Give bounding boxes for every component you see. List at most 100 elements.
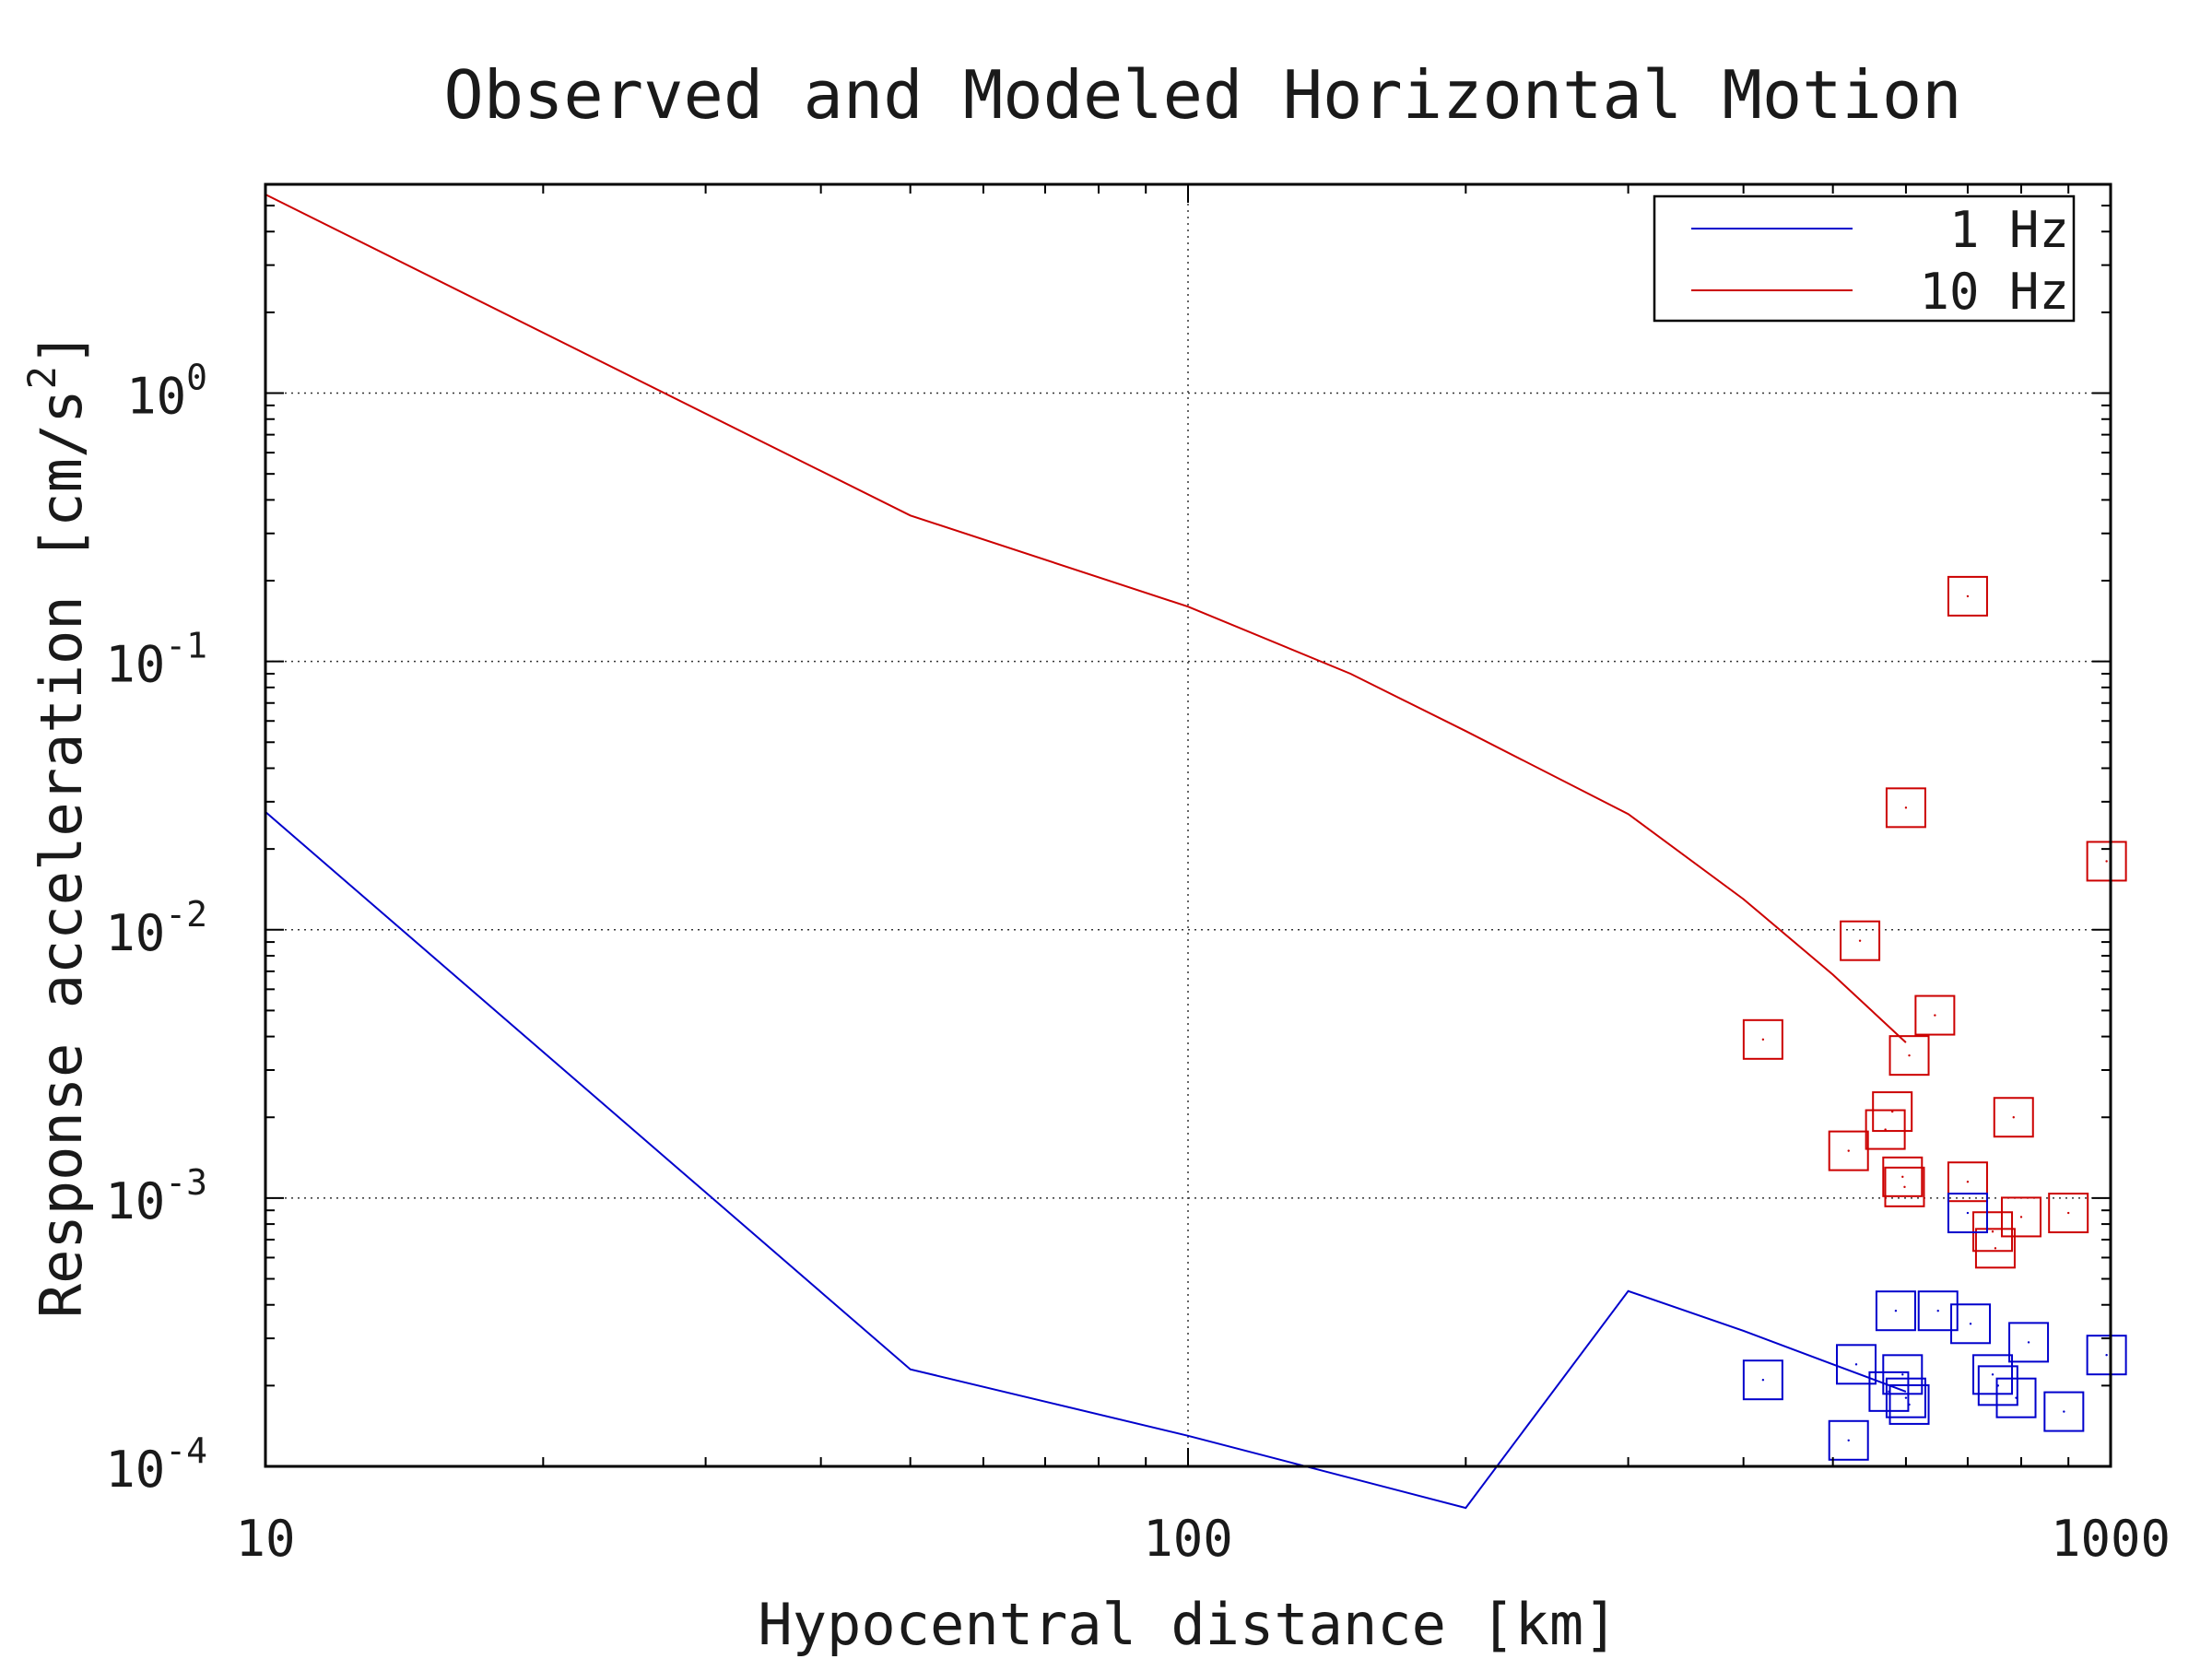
series-lines xyxy=(265,194,1907,1510)
observed-point-10hz xyxy=(2086,841,2127,882)
x-axis-label: Hypocentral distance [km] xyxy=(758,1591,1618,1658)
observed-point-10hz xyxy=(1882,1156,1924,1197)
y-tick-label: 10-3 xyxy=(105,1162,207,1230)
observed-point-center xyxy=(1994,1247,1997,1250)
legend: 1 Hz 10 Hz xyxy=(1653,194,2076,323)
observed-point-10hz xyxy=(1840,920,1881,961)
chart-title: Observed and Modeled Horizontal Motion xyxy=(443,56,1961,134)
observed-point-center xyxy=(1969,1323,1972,1325)
y-tick-base: 10 xyxy=(105,904,165,962)
x-tick-label: 10 xyxy=(235,1510,295,1568)
model-line-10hz xyxy=(265,194,1907,1043)
observed-point-10hz xyxy=(1865,1109,1906,1150)
observed-point-1hz xyxy=(1947,1193,1988,1234)
observed-point-center xyxy=(2027,1341,2030,1344)
observed-point-1hz xyxy=(2008,1322,2050,1363)
legend-box xyxy=(1653,194,2076,323)
observed-point-10hz xyxy=(1884,1166,1925,1207)
observed-point-1hz xyxy=(1995,1377,2037,1418)
y-tick-label: 100 xyxy=(126,358,207,426)
observed-point-center xyxy=(1761,1378,1765,1382)
observed-point-center xyxy=(1966,594,1970,598)
observed-point-10hz xyxy=(2048,1193,2089,1234)
y-tick-exponent: -3 xyxy=(165,1162,207,1203)
observed-point-10hz xyxy=(1974,1228,2016,1269)
observed-point-center xyxy=(1966,1211,1970,1215)
observed-point-1hz xyxy=(2043,1391,2085,1432)
observed-point-10hz xyxy=(1947,575,1988,617)
observed-point-center xyxy=(2105,1353,2108,1357)
legend-label-1hz: 1 Hz xyxy=(1949,201,2069,259)
y-tick-label: 10-1 xyxy=(105,626,207,694)
observed-point-center xyxy=(2066,1211,2070,1215)
observed-point-center xyxy=(2019,1216,2023,1218)
observed-point-center xyxy=(1901,1373,1904,1376)
observed-point-center xyxy=(2012,1116,2015,1119)
observed-point-1hz xyxy=(1917,1290,1959,1332)
grid xyxy=(265,184,2111,1466)
observed-point-10hz xyxy=(1947,1161,1988,1203)
observed-point-1hz xyxy=(1950,1303,1992,1345)
observed-point-center xyxy=(1761,1038,1765,1041)
observed-point-10hz xyxy=(1888,1035,1930,1077)
observed-point-center xyxy=(1858,939,1862,942)
observed-point-center xyxy=(1934,1014,1936,1017)
x-tick-label: 100 xyxy=(1143,1510,1233,1568)
observed-point-10hz xyxy=(1872,1091,1913,1133)
observed-point-1hz xyxy=(2086,1335,2127,1376)
y-tick-base: 10 xyxy=(105,636,165,694)
observed-point-10hz xyxy=(1828,1130,1869,1171)
y-tick-exponent: -4 xyxy=(165,1430,207,1471)
model-line-1hz xyxy=(265,811,1907,1510)
observed-point-1hz xyxy=(1742,1359,1783,1401)
plot-frame xyxy=(264,182,2112,1468)
observed-point-center xyxy=(1890,1110,1894,1113)
observed-point-center xyxy=(1991,1373,1994,1376)
observed-point-1hz xyxy=(1828,1419,1869,1461)
y-axis-label-end: ] xyxy=(28,332,95,366)
y-axis-label-sup: 2 xyxy=(19,366,65,389)
observed-point-center xyxy=(1894,1310,1898,1312)
observed-point-10hz xyxy=(1885,787,1926,829)
minor-ticks xyxy=(265,183,2112,1467)
observed-point-10hz xyxy=(1993,1097,2034,1138)
observed-point-1hz xyxy=(1868,1371,1910,1412)
observed-point-center xyxy=(1854,1363,1858,1366)
y-tick-base: 10 xyxy=(105,1172,165,1230)
observed-point-center xyxy=(1908,1403,1911,1406)
observed-point-center xyxy=(1904,1396,1908,1399)
observed-point-center xyxy=(2015,1396,2018,1399)
observed-point-10hz xyxy=(2000,1196,2041,1238)
observed-point-center xyxy=(1901,1175,1904,1179)
observed-point-1hz xyxy=(1875,1290,1916,1332)
observed-point-1hz xyxy=(1888,1383,1930,1425)
y-tick-base: 10 xyxy=(105,1441,165,1499)
observed-point-center xyxy=(2063,1410,2065,1413)
y-axis-label: Response acceleration [cm/s2] xyxy=(19,332,95,1318)
observed-point-center xyxy=(1904,806,1908,809)
observed-point-center xyxy=(1903,1185,1906,1189)
observed-point-center xyxy=(1847,1149,1850,1152)
x-tick-label: 1000 xyxy=(2051,1510,2171,1568)
legend-label-10hz: 10 Hz xyxy=(1919,263,2069,321)
observed-point-10hz xyxy=(1914,994,1956,1036)
y-tick-base: 10 xyxy=(126,368,186,426)
y-tick-label: 10-4 xyxy=(105,1430,207,1499)
observed-point-10hz xyxy=(1742,1018,1783,1060)
observed-point-1hz xyxy=(1972,1354,2014,1395)
y-tick-exponent: -2 xyxy=(165,894,207,935)
y-tick-exponent: 0 xyxy=(186,358,207,398)
observed-point-center xyxy=(1966,1181,1970,1183)
observed-point-center xyxy=(1936,1310,1939,1312)
observed-point-center xyxy=(1847,1439,1850,1441)
y-axis-label-main: Response acceleration [cm/s xyxy=(28,389,95,1318)
observed-point-1hz xyxy=(1836,1344,1877,1385)
scatter-markers xyxy=(1742,575,2127,1461)
observed-point-center xyxy=(1908,1053,1911,1057)
y-tick-label: 10-2 xyxy=(105,894,207,962)
observed-point-center xyxy=(1991,1230,1994,1233)
observed-point-center xyxy=(2105,860,2108,863)
y-tick-exponent: -1 xyxy=(165,626,207,666)
